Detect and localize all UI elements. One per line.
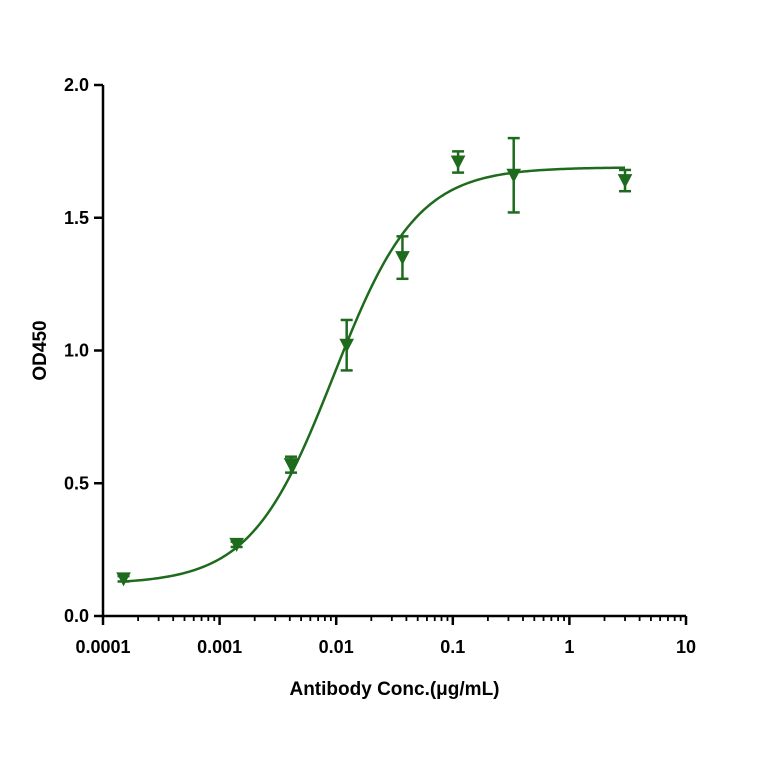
y-ticks: 0.0 0.5 1.0 1.5 2.0: [64, 75, 103, 626]
data-point: [506, 168, 522, 183]
y-axis-title: OD450: [30, 320, 51, 380]
x-tick-label: 0.0001: [75, 637, 130, 657]
data-point: [116, 572, 131, 587]
fit-curve: [123, 166, 626, 583]
data-point: [395, 251, 410, 266]
x-tick-label: 1: [564, 637, 574, 657]
x-tick-label: 0.1: [440, 637, 465, 657]
x-tick-label: 0.01: [319, 637, 354, 657]
data-point: [617, 174, 633, 189]
y-tick-label: 0.0: [64, 606, 89, 626]
data-points: [116, 155, 633, 587]
x-tick-label: 0.001: [197, 637, 242, 657]
x-ticks: 0.0001 0.001 0.01 0.1 1 10: [75, 616, 696, 657]
data-point: [339, 338, 355, 353]
y-tick-label: 1.0: [64, 341, 89, 361]
x-tick-label: 10: [676, 637, 696, 657]
y-tick-label: 2.0: [64, 75, 89, 95]
axes: [101, 85, 686, 618]
data-point: [450, 155, 466, 170]
data-point: [229, 537, 244, 552]
x-axis-title: Antibody Conc.(μg/mL): [289, 679, 499, 700]
y-tick-label: 1.5: [64, 208, 89, 228]
y-tick-label: 0.5: [64, 473, 89, 493]
data-point: [283, 458, 299, 473]
error-bars: [117, 136, 632, 583]
